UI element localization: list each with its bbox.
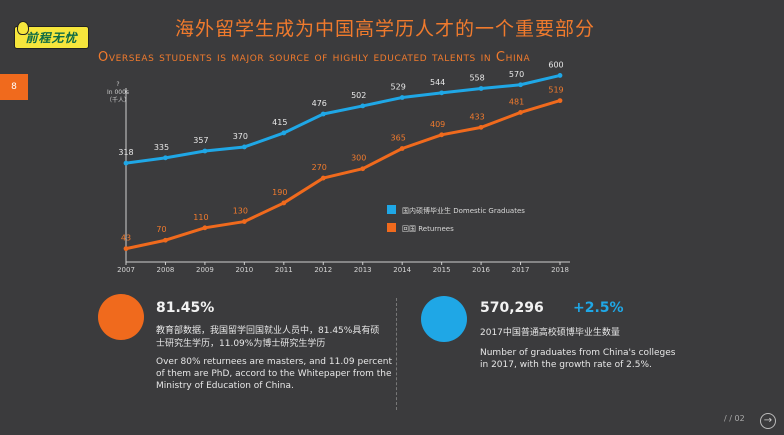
- returnees-percentage: 81.45%: [156, 300, 215, 316]
- graduates-stat-circle: [421, 296, 467, 342]
- graduates-growth: +2.5%: [573, 300, 624, 316]
- data-label: 110: [193, 213, 208, 222]
- legend-label: 回国 Returnees: [402, 225, 454, 233]
- data-label: 433: [469, 112, 484, 121]
- data-point: [399, 95, 405, 100]
- data-label: 481: [509, 97, 524, 106]
- page-number: / / 02: [724, 414, 745, 423]
- section-tab[interactable]: 8: [0, 74, 28, 100]
- data-label: 357: [193, 136, 208, 145]
- data-point: [518, 110, 523, 115]
- x-tick-label: 2007: [117, 266, 135, 274]
- data-label: 130: [233, 207, 248, 216]
- y-axis-label: （千人）: [106, 96, 130, 104]
- x-tick-label: 2013: [354, 266, 372, 274]
- data-label: 190: [272, 188, 287, 197]
- data-point: [557, 98, 563, 104]
- x-tick-label: 2011: [275, 266, 293, 274]
- x-tick-label: 2010: [235, 266, 253, 274]
- x-tick-label: 2018: [551, 266, 569, 274]
- data-label: 544: [430, 78, 445, 87]
- data-point: [241, 144, 247, 150]
- data-label: 558: [469, 73, 484, 82]
- data-label: 519: [548, 86, 563, 95]
- data-label: 415: [272, 118, 287, 127]
- data-point: [320, 111, 326, 117]
- data-label: 300: [351, 154, 366, 163]
- page-title-cn: 海外留学生成为中国高学历人才的一个重要部分: [175, 18, 596, 40]
- series-line-0: [125, 73, 561, 165]
- data-label: 335: [154, 143, 169, 152]
- data-point: [478, 86, 484, 91]
- logo-text: 前程无忧: [25, 31, 78, 45]
- data-point: [202, 225, 208, 231]
- returnees-stat-circle: [98, 294, 144, 340]
- data-point: [163, 155, 168, 161]
- y-axis-label: ?: [116, 81, 119, 88]
- data-label: 476: [312, 99, 327, 108]
- x-tick-label: 2016: [472, 266, 490, 274]
- data-point: [123, 160, 129, 166]
- legend-swatch: [387, 223, 396, 232]
- x-tick-label: 2012: [314, 266, 332, 274]
- data-label: 529: [391, 83, 406, 92]
- graduates-count: 570,296: [480, 300, 544, 316]
- graduates-note-en: Number of graduates from China's college…: [480, 348, 676, 370]
- data-point: [557, 73, 563, 78]
- legend-label: 国内硕博毕业生 Domestic Graduates: [402, 206, 525, 215]
- data-point: [281, 200, 287, 206]
- data-point: [399, 146, 405, 151]
- data-point: [478, 124, 484, 130]
- data-label: 70: [156, 225, 166, 234]
- stats-divider: [396, 298, 397, 410]
- line-chart: ?In 000s（千人） 2007 2008 2009 2010 2011 2012 2013…: [106, 60, 570, 274]
- returnees-note-en: Over 80% returnees are masters, and 11.0…: [156, 357, 392, 391]
- data-point: [439, 132, 445, 138]
- data-label: 502: [351, 91, 366, 100]
- arrow-right-icon: →: [763, 415, 773, 426]
- data-point: [123, 246, 129, 252]
- data-point: [360, 103, 366, 109]
- data-point: [163, 237, 168, 243]
- brand-logo: 前程无忧: [14, 21, 89, 49]
- data-label: 318: [118, 148, 133, 157]
- x-tick-label: 2015: [433, 266, 451, 274]
- series-line-1: [125, 99, 561, 251]
- x-tick-label: 2014: [393, 266, 411, 274]
- x-tick-label: 2008: [157, 266, 175, 274]
- data-label: 270: [312, 163, 327, 172]
- x-tick-label: 2009: [196, 266, 214, 274]
- legend-swatch: [387, 205, 396, 214]
- data-label: 365: [391, 134, 406, 143]
- data-label: 600: [548, 60, 563, 69]
- data-point: [360, 166, 366, 172]
- data-point: [439, 90, 445, 96]
- data-point: [518, 82, 523, 88]
- data-label: 570: [509, 70, 524, 79]
- graduates-note-cn: 2017中国普通高校硕博毕业生数量: [480, 328, 620, 338]
- data-point: [241, 219, 247, 224]
- y-axis-label: In 000s: [107, 89, 129, 96]
- data-point: [202, 148, 208, 154]
- data-label: 370: [233, 132, 248, 141]
- data-point: [320, 175, 326, 181]
- x-tick-label: 2017: [512, 266, 530, 274]
- data-label: 409: [430, 120, 445, 129]
- page-title-en: Overseas students is major source of hig…: [98, 50, 531, 65]
- data-label: 43: [121, 234, 131, 243]
- next-page-button[interactable]: →: [760, 413, 776, 429]
- returnees-note-cn: 教育部数据，我国留学回国就业人员中，81.45%具有硕士研究生学历，11.09%…: [156, 326, 380, 349]
- data-point: [281, 130, 287, 136]
- logo-mark-icon: [17, 21, 29, 35]
